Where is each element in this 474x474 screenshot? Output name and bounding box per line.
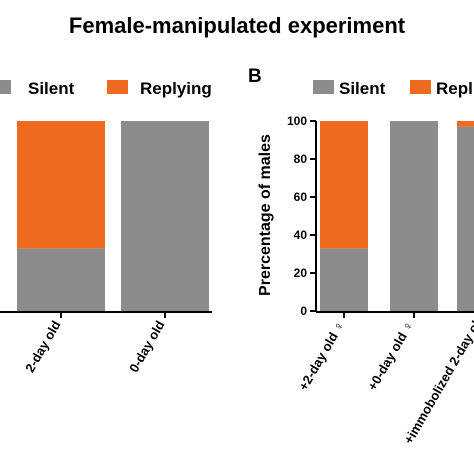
legend-swatch-silent <box>0 80 11 94</box>
category-label: +2-day old ♀ <box>296 318 348 393</box>
y-tick-label: 40 <box>294 228 308 242</box>
y-tick-label: 80 <box>294 152 308 166</box>
bar-replying-0 <box>320 121 368 249</box>
y-tick-label: 20 <box>294 266 308 280</box>
legend-swatch-silent <box>313 80 334 94</box>
legend-label-silent: Silent <box>28 79 75 98</box>
bar-silent-0 <box>320 248 368 311</box>
y-tick-label: 100 <box>287 114 307 128</box>
bar-silent-1 <box>121 121 209 311</box>
y-axis-label: Prercentage of males <box>257 134 274 296</box>
panel-b-chart: B Silent Repl 0 20 40 60 80 100 Prercentage of ma… <box>248 66 474 447</box>
legend-swatch-replying <box>410 80 431 94</box>
category-label: 2-day old <box>22 318 64 375</box>
y-tick-label: 60 <box>294 190 308 204</box>
y-tick-label: 0 <box>300 304 307 318</box>
bar-silent-2 <box>457 126 474 311</box>
category-label: +immobolized 2-day ol <box>401 318 474 447</box>
bar-replying-0 <box>17 121 105 249</box>
legend-label-silent: Silent <box>339 79 386 98</box>
bar-replying-2 <box>457 121 474 127</box>
panel-label: B <box>248 66 262 87</box>
category-label: 0-day old <box>126 318 168 375</box>
panel-a-chart: Silent Replying 2-day old 0-day old <box>0 79 212 375</box>
legend-label-replying: Replying <box>140 79 212 98</box>
bar-silent-0 <box>17 248 105 311</box>
legend-label-replying: Repl <box>436 79 473 98</box>
figure-title: Female-manipulated experiment <box>69 13 406 38</box>
bar-silent-1 <box>390 121 438 311</box>
legend-swatch-replying <box>107 80 128 94</box>
category-label: +0-day old ♀ <box>365 318 417 393</box>
